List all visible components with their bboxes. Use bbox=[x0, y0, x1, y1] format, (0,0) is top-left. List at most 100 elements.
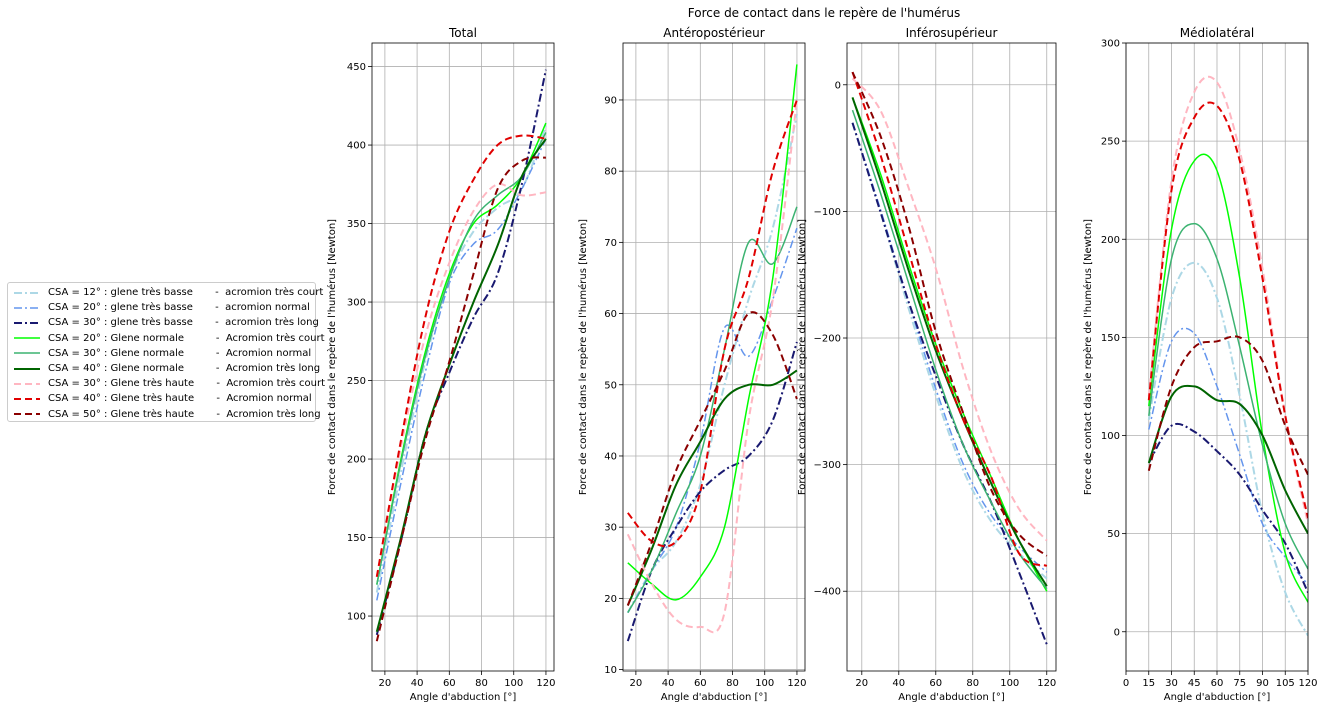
subplot-title: Total bbox=[448, 26, 477, 40]
y-tick-label: 150 bbox=[347, 533, 366, 544]
y-tick-label: 40 bbox=[604, 451, 617, 462]
series-line-s4 bbox=[851, 97, 1048, 592]
series-line-s3 bbox=[851, 122, 1048, 645]
subplot-3: 20 40 60 80 100 120 −400 −300 −200 −100 0 Inférosup… bbox=[796, 26, 1057, 703]
legend-entry-s1: CSA = 12° : glene très basse - acromion … bbox=[12, 285, 323, 300]
subplot-2: 20 40 60 80 100 120 10 20 30 40 50 60 70 80 90 Antéropo… bbox=[577, 26, 806, 703]
subplot-1: 20 40 60 80 100 120 100 150 200 250 300 350 400 450 To… bbox=[326, 26, 555, 703]
legend-swatch bbox=[14, 382, 40, 385]
y-axis-label: Force de contact dans le repère de l'hum… bbox=[796, 219, 808, 495]
x-tick-label: 60 bbox=[929, 678, 942, 689]
y-tick-label: 50 bbox=[1107, 529, 1120, 540]
legend-label: CSA = 40° : Glene très haute - Acromion … bbox=[48, 393, 312, 405]
x-tick-label: 120 bbox=[787, 678, 806, 689]
series-line-s5 bbox=[1148, 222, 1308, 570]
y-tick-label: −300 bbox=[814, 460, 841, 471]
y-tick-label: 350 bbox=[347, 219, 366, 230]
y-tick-label: 20 bbox=[604, 594, 617, 605]
y-tick-label: −400 bbox=[814, 587, 841, 598]
x-tick-label: 40 bbox=[662, 678, 675, 689]
series-line-s8 bbox=[1147, 101, 1308, 519]
y-tick-label: −200 bbox=[814, 334, 841, 345]
legend-label: CSA = 30° : Glene très haute - Acromion … bbox=[48, 378, 326, 390]
y-tick-label: 90 bbox=[604, 95, 617, 106]
y-tick-label: 200 bbox=[347, 455, 366, 466]
x-tick-label: 20 bbox=[855, 678, 868, 689]
series-line-s4 bbox=[1148, 153, 1308, 603]
legend-label: CSA = 50° : Glene très haute - Acromion … bbox=[48, 408, 321, 420]
x-tick-label: 80 bbox=[966, 678, 979, 689]
y-tick-label: 100 bbox=[347, 612, 366, 623]
x-tick-label: 120 bbox=[536, 678, 555, 689]
x-tick-label: 60 bbox=[694, 678, 707, 689]
legend-swatch bbox=[14, 337, 40, 339]
x-tick-label: 20 bbox=[379, 678, 392, 689]
x-tick-label: 45 bbox=[1188, 678, 1201, 689]
x-tick-label: 105 bbox=[1276, 678, 1295, 689]
legend-label: CSA = 20° : glene très basse - acromion … bbox=[48, 302, 310, 314]
series-line-s6 bbox=[851, 97, 1048, 587]
series-line-s9 bbox=[851, 71, 1048, 557]
x-axis-label: Angle d'abduction [°] bbox=[661, 692, 768, 703]
series-line-s8 bbox=[627, 99, 798, 548]
y-tick-label: 80 bbox=[604, 167, 617, 178]
series-line-s7 bbox=[851, 77, 1048, 542]
legend-label: CSA = 30° : glene très basse - acromion … bbox=[48, 317, 319, 329]
legend-swatch bbox=[14, 367, 40, 370]
y-tick-label: 70 bbox=[604, 238, 617, 249]
y-tick-label: 0 bbox=[1114, 627, 1120, 638]
x-tick-label: 60 bbox=[1211, 678, 1224, 689]
x-axis-label: Angle d'abduction [°] bbox=[410, 692, 517, 703]
legend-entry-s5: CSA = 30° : Glene normale - Acromion nor… bbox=[12, 346, 315, 361]
x-tick-label: 30 bbox=[1165, 678, 1178, 689]
axes-frame bbox=[1125, 42, 1309, 672]
legend-entry-s9: CSA = 50° : Glene très haute - Acromion … bbox=[12, 407, 321, 422]
y-tick-label: 250 bbox=[1101, 137, 1120, 148]
series-line-s3 bbox=[375, 69, 547, 636]
legend-entry-s8: CSA = 40° : Glene très haute - Acromion … bbox=[12, 391, 315, 406]
y-axis-label: Force de contact dans le repère de l'hum… bbox=[326, 219, 338, 495]
y-tick-label: 150 bbox=[1101, 333, 1120, 344]
y-tick-label: 300 bbox=[347, 298, 366, 309]
legend-entry-s2: CSA = 20° : glene très basse - acromion … bbox=[12, 300, 315, 315]
series-line-s3 bbox=[1147, 422, 1308, 593]
axes-frame bbox=[622, 42, 806, 672]
series-line-s2 bbox=[851, 122, 1048, 573]
legend-entry-s4: CSA = 20° : Glene normale - Acromion trè… bbox=[12, 331, 325, 346]
series-line-s7 bbox=[375, 182, 547, 577]
series-line-s4 bbox=[627, 64, 798, 601]
legend-entry-s7: CSA = 30° : Glene très haute - Acromion … bbox=[12, 376, 325, 391]
x-tick-label: 0 bbox=[1123, 678, 1129, 689]
legend-entry-s3: CSA = 30° : glene très basse - acromion … bbox=[12, 315, 319, 330]
series-line-s6 bbox=[375, 138, 547, 633]
series-line-s5 bbox=[376, 132, 547, 585]
legend-swatch bbox=[14, 291, 40, 294]
x-axis-label: Angle d'abduction [°] bbox=[1164, 692, 1271, 703]
x-tick-label: 60 bbox=[443, 678, 456, 689]
legend-label: CSA = 40° : Glene normale - Acromion trè… bbox=[48, 363, 321, 375]
y-tick-label: 450 bbox=[347, 62, 366, 73]
y-tick-label: 60 bbox=[604, 309, 617, 320]
x-tick-label: 120 bbox=[1298, 678, 1317, 689]
legend-swatch bbox=[14, 413, 40, 416]
series-line-s5 bbox=[627, 206, 798, 613]
series-line-s1 bbox=[375, 125, 547, 593]
x-tick-label: 40 bbox=[411, 678, 424, 689]
x-tick-label: 80 bbox=[475, 678, 488, 689]
subplot-title: Médiolatéral bbox=[1180, 26, 1254, 40]
x-axis-label: Angle d'abduction [°] bbox=[898, 692, 1005, 703]
x-tick-label: 100 bbox=[504, 678, 523, 689]
x-tick-label: 100 bbox=[1000, 678, 1019, 689]
legend-swatch bbox=[14, 307, 40, 309]
series-line-s2 bbox=[1148, 327, 1308, 586]
axes-frame bbox=[846, 42, 1057, 672]
series-line-s2 bbox=[627, 227, 798, 613]
x-tick-label: 120 bbox=[1037, 678, 1056, 689]
legend-label: CSA = 30° : Glene normale - Acromion nor… bbox=[48, 347, 312, 359]
panels: 20 40 60 80 100 120100150200250300350400450To… bbox=[326, 26, 1318, 703]
y-tick-label: 30 bbox=[604, 523, 617, 534]
series-line-s7 bbox=[626, 99, 798, 634]
y-tick-label: 50 bbox=[604, 380, 617, 391]
y-tick-label: 0 bbox=[835, 80, 841, 91]
